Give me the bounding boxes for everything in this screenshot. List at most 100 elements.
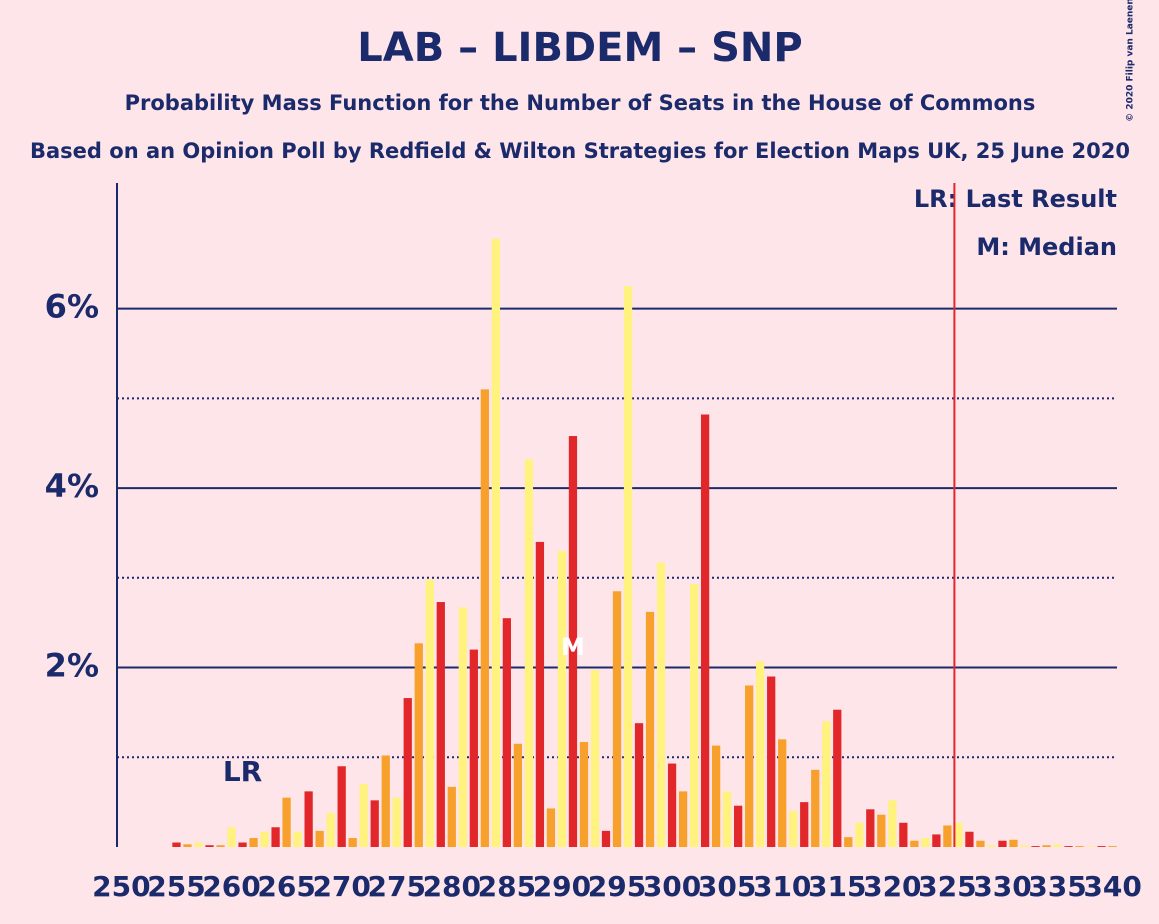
bar [943,825,952,847]
bar [1020,845,1029,847]
bar [414,643,423,847]
bar [524,459,534,847]
bar [491,238,500,847]
chart-subtitle: Based on an Opinion Poll by Redfield & W… [30,139,1130,163]
bar [502,618,511,847]
bar [359,784,368,847]
bar [557,550,567,847]
bar [932,834,941,847]
bar [833,709,842,847]
x-tick-label: 300 [643,870,701,903]
x-tick-label: 285 [478,870,536,903]
bar [568,436,578,847]
bar [513,743,523,847]
x-tick-label: 320 [863,870,921,903]
x-tick-label: 335 [1028,870,1086,903]
bar [183,844,192,847]
bar [271,827,280,847]
bar [623,286,633,847]
bar [293,831,302,847]
bar [1064,846,1073,847]
bar [1053,844,1062,847]
bar [910,840,919,847]
x-tick-label: 315 [808,870,866,903]
bar [546,808,556,847]
bar [888,800,897,847]
bar [844,837,853,847]
bar [965,831,974,847]
bar [987,845,996,847]
bar [634,723,644,847]
bar [723,791,732,847]
x-tick-label: 250 [92,870,150,903]
bar [172,842,181,847]
chart-title: LAB – LIBDEM – SNP [357,25,802,71]
bar [1108,846,1117,847]
bar [326,812,335,847]
x-tick-label: 280 [423,870,481,903]
x-tick-label: 330 [973,870,1031,903]
x-tick-label: 310 [753,870,811,903]
bar [601,830,611,847]
bar [778,739,787,847]
bar [645,611,655,847]
bar [238,842,247,847]
bar [689,584,699,847]
x-tick-label: 265 [257,870,315,903]
bar [1075,846,1084,847]
bar [579,742,589,847]
x-tick-label: 295 [588,870,646,903]
y-tick-label: 4% [45,467,99,505]
bar [656,562,666,847]
bar [249,838,258,847]
bar [436,602,445,847]
median-marker: M [561,633,585,661]
bar [612,591,622,847]
x-tick-label: 325 [918,870,976,903]
x-tick-label: 270 [312,870,370,903]
x-tick-label: 255 [147,870,205,903]
bar [381,755,390,847]
bar [1042,845,1051,847]
bar [227,827,236,847]
copyright: © 2020 Filip van Laenen [1126,0,1136,122]
bar [348,838,357,847]
y-tick-label: 2% [45,647,99,685]
bar [590,670,600,847]
bar [678,791,688,847]
x-tick-label: 290 [533,870,591,903]
bar [976,840,985,847]
x-tick-label: 260 [202,870,260,903]
last-result-label: LR [223,755,262,788]
x-tick-label: 275 [368,870,426,903]
bar [535,541,545,847]
bar [667,763,677,847]
bar [877,814,886,847]
bar [469,649,478,847]
bar [998,840,1007,847]
bar [260,831,269,847]
bar [866,809,875,847]
bar [447,786,456,847]
x-tick-label: 305 [698,870,756,903]
bar [403,698,412,847]
bar [756,661,765,847]
bar [304,791,313,847]
bar [1009,839,1018,847]
bar [734,805,743,847]
bar [789,811,798,847]
bar [899,822,908,847]
bar [855,822,864,847]
x-tick-label: 340 [1083,870,1141,903]
bar [392,797,401,847]
bar [194,842,203,847]
bar [745,685,754,847]
bar [370,800,379,847]
bar [315,830,324,847]
bar [480,389,489,847]
bar [800,802,809,847]
bar [822,721,831,847]
bar [921,838,930,847]
bar [1086,846,1095,847]
